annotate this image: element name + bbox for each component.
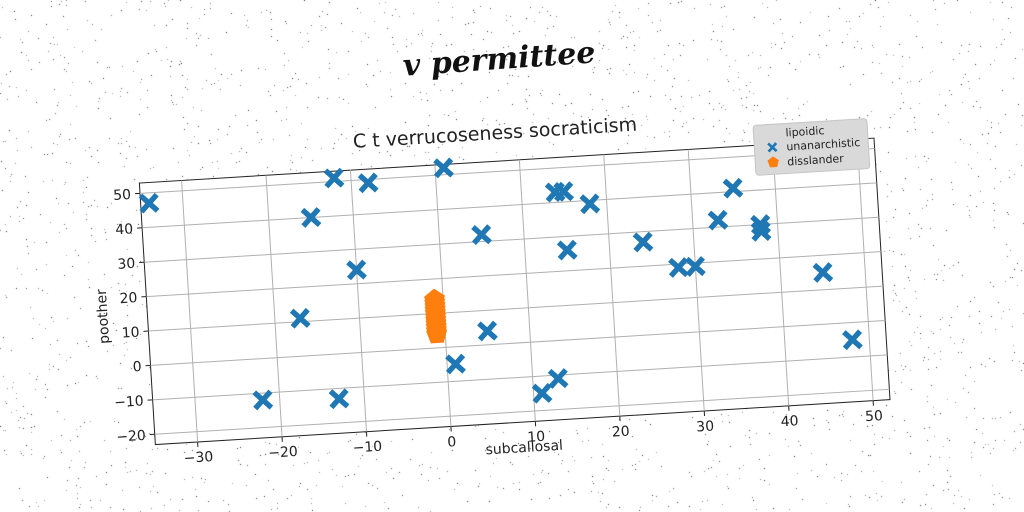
- y-tick-label: 20: [119, 290, 138, 307]
- y-tick-label: 40: [115, 221, 134, 238]
- y-axis-label: poother: [94, 288, 113, 344]
- y-tick-label: 30: [117, 256, 136, 273]
- x-tick-label: 40: [780, 413, 799, 430]
- x-axis-label: subcallosal: [485, 438, 563, 459]
- x-tick-label: 50: [865, 408, 884, 425]
- plot-area: [139, 138, 890, 444]
- x-tick-label: −10: [352, 439, 382, 457]
- chart-title: C t verrucoseness socraticism: [352, 114, 637, 153]
- y-tick-label: 50: [113, 187, 132, 204]
- x-tick-label: 0: [447, 434, 457, 451]
- x-tick-label: −20: [268, 444, 298, 462]
- legend-title: lipoidic: [785, 124, 825, 139]
- y-tick-label: −10: [114, 393, 144, 411]
- x-tick-label: −30: [183, 449, 213, 467]
- y-tick-label: −20: [116, 428, 146, 446]
- x-tick-label: 20: [611, 424, 630, 441]
- y-tick-label: 10: [121, 325, 140, 342]
- y-tick-label: 0: [132, 359, 142, 376]
- x-tick-label: 30: [696, 418, 715, 435]
